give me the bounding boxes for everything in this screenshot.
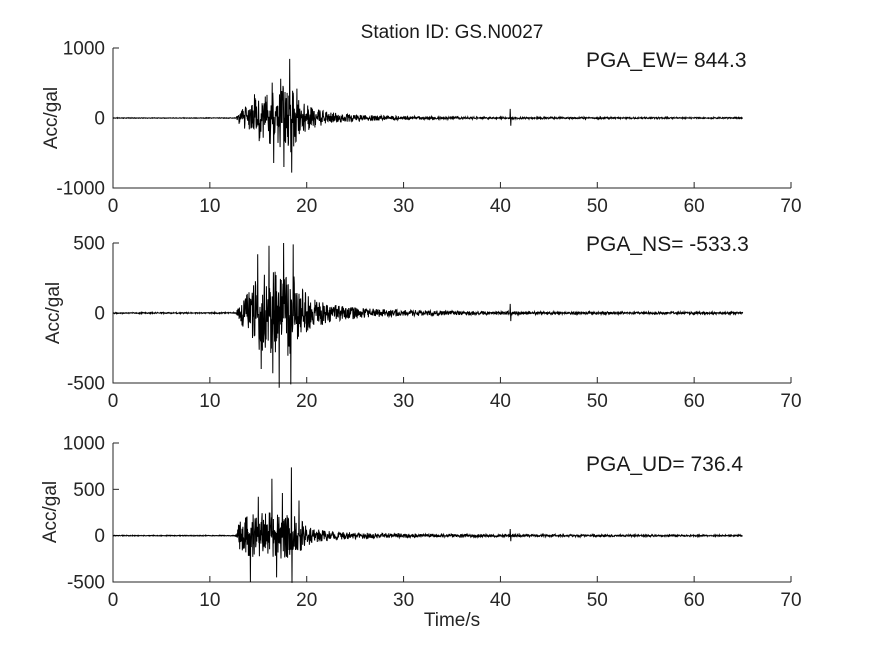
x-tick-label: 70 — [780, 590, 801, 611]
x-tick-label: 50 — [587, 196, 608, 217]
time-axis-label: Time/s — [423, 610, 481, 631]
x-tick-label: 20 — [296, 391, 317, 412]
x-tick-label: 60 — [684, 590, 705, 611]
x-tick-label: 10 — [199, 196, 220, 217]
pga-ns-annotation: PGA_NS= -533.3 — [586, 233, 749, 256]
trace-ew — [112, 58, 743, 173]
x-tick-label: 20 — [296, 196, 317, 217]
ylabel-ud: Acc/gal — [40, 480, 61, 544]
x-tick-label: 70 — [780, 391, 801, 412]
y-tick-label: 0 — [94, 304, 105, 325]
y-tick-label: 1000 — [63, 434, 105, 455]
ylabel-ew: Acc/gal — [41, 86, 62, 150]
pga-ud-annotation: PGA_UD= 736.4 — [586, 453, 744, 476]
y-tick-label: 500 — [73, 480, 105, 501]
x-tick-label: 0 — [108, 196, 119, 217]
y-tick-label: -500 — [67, 374, 105, 395]
x-tick-label: 10 — [199, 590, 220, 611]
x-tick-label: 0 — [108, 590, 119, 611]
x-tick-label: 50 — [587, 590, 608, 611]
x-tick-label: 30 — [393, 196, 414, 217]
y-tick-label: 0 — [94, 109, 105, 130]
x-tick-label: 60 — [684, 391, 705, 412]
x-tick-label: 60 — [684, 196, 705, 217]
x-tick-label: 40 — [490, 391, 511, 412]
ylabel-ns: Acc/gal — [43, 281, 64, 345]
x-tick-label: 50 — [587, 391, 608, 412]
x-tick-label: 40 — [490, 196, 511, 217]
y-tick-label: 500 — [73, 234, 105, 255]
trace-ud — [112, 467, 743, 583]
x-tick-label: 10 — [199, 391, 220, 412]
y-tick-label: 0 — [94, 526, 105, 547]
x-tick-label: 30 — [393, 590, 414, 611]
x-tick-label: 0 — [108, 391, 119, 412]
y-tick-label: 1000 — [63, 39, 105, 60]
x-tick-label: 70 — [780, 196, 801, 217]
x-tick-label: 30 — [393, 391, 414, 412]
y-tick-label: -1000 — [56, 179, 105, 200]
y-tick-label: -500 — [67, 573, 105, 594]
x-tick-label: 20 — [296, 590, 317, 611]
pga-ew-annotation: PGA_EW= 844.3 — [586, 49, 747, 72]
figure-title: Station ID: GS.N0027 — [360, 22, 544, 43]
trace-ns — [112, 242, 744, 388]
x-tick-label: 40 — [490, 590, 511, 611]
